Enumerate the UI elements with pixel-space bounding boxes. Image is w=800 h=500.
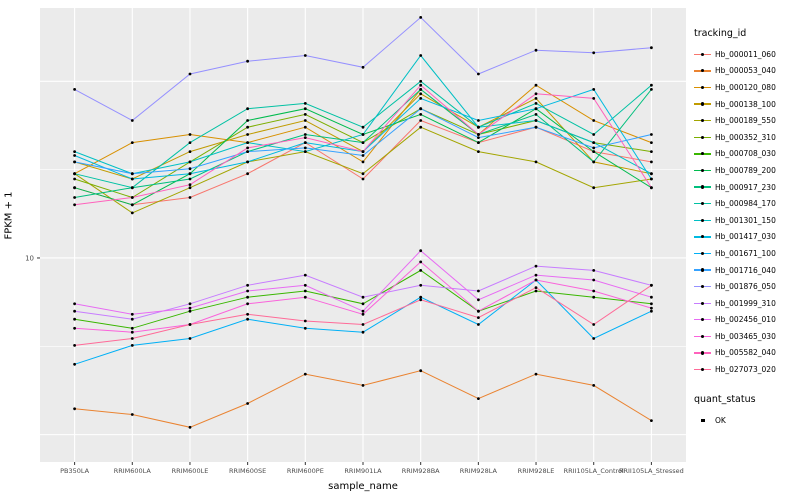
x-tick-label: RRIM600LE	[172, 467, 209, 475]
legend-color-swatch	[694, 131, 711, 143]
legend-color-swatch	[694, 148, 711, 160]
plot-panel: 10 PB350LA RRIM600LA RRIM600LE RRIM600SE RRIM…	[25, 8, 686, 475]
legend-color-swatch	[694, 48, 711, 60]
legend-items-quant-status: OK	[694, 412, 800, 429]
legend-item: Hb_027073_020	[694, 361, 800, 378]
legend-title-quant-status: quant_status	[694, 393, 756, 405]
legend-item: Hb_000708_030	[694, 146, 800, 163]
legend-item-label: Hb_005582_040	[715, 348, 776, 358]
legend-item: Hb_000352_310	[694, 129, 800, 146]
legend-color-swatch	[694, 264, 711, 276]
legend-item-label: Hb_000917_230	[715, 182, 776, 192]
legend-item-label: Hb_000789_200	[715, 165, 776, 175]
x-tick-label: RRIM928LA	[460, 467, 498, 475]
legend-item-label: Hb_000984_170	[715, 199, 776, 209]
series-points	[73, 83, 653, 207]
legend-item: Hb_000011_060	[694, 46, 800, 63]
series-points	[73, 249, 653, 316]
legend-color-swatch	[694, 314, 711, 326]
legend-item-label: Hb_000708_030	[715, 149, 776, 159]
x-tick-label: PB350LA	[60, 467, 90, 475]
series-points	[73, 16, 653, 122]
legend-item-label: Hb_027073_020	[715, 365, 776, 375]
legend-item: Hb_001716_040	[694, 262, 800, 279]
x-tick-label: RRIM600PE	[287, 467, 324, 475]
legend-color-swatch	[694, 297, 711, 309]
legend-color-swatch	[694, 81, 711, 93]
legend-item-label: Hb_002456_010	[715, 315, 776, 325]
legend-item: Hb_000053_040	[694, 63, 800, 80]
x-tick-label: RRII105LA_Control	[564, 467, 624, 475]
legend-title-tracking-id: tracking_id	[694, 28, 747, 39]
legend-item: Hb_002456_010	[694, 312, 800, 329]
legend-color-swatch	[694, 164, 711, 176]
legend-item-label: OK	[715, 415, 726, 425]
legend-color-swatch	[694, 98, 711, 110]
x-tick-label: RRIM600LA	[114, 467, 152, 475]
axis-ticks: 10 PB350LA RRIM600LA RRIM600LE RRIM600SE RRIM…	[25, 254, 684, 475]
legend-item-label: Hb_000053_040	[715, 66, 776, 76]
x-tick-label: RRIM600SE	[229, 467, 266, 475]
legend-item: Hb_005582_040	[694, 345, 800, 362]
legend-item: OK	[694, 412, 800, 429]
legend-item: Hb_001417_030	[694, 229, 800, 246]
legend-item-label: Hb_000011_060	[715, 49, 776, 59]
legend-item: Hb_000189_550	[694, 112, 800, 129]
legend-color-swatch	[694, 347, 711, 359]
legend-item-label: Hb_001671_100	[715, 248, 776, 258]
legend-shape-swatch	[694, 414, 711, 426]
x-tick-label: RRIM928BA	[402, 467, 440, 475]
legend-color-swatch	[694, 214, 711, 226]
legend-color-swatch	[694, 247, 711, 259]
legend-item-label: Hb_000189_550	[715, 116, 776, 126]
x-tick-label: RRII105LA_Stressed	[619, 467, 684, 475]
legend: tracking_id Hb_000011_060 Hb_000053_040 Hb…	[694, 28, 800, 428]
legend-item-label: Hb_000120_080	[715, 82, 776, 92]
series-points	[73, 369, 653, 429]
legend-color-swatch	[694, 65, 711, 77]
legend-item: Hb_003465_030	[694, 328, 800, 345]
legend-item: Hb_000917_230	[694, 179, 800, 196]
legend-item: Hb_001999_310	[694, 295, 800, 312]
legend-item: Hb_000120_080	[694, 79, 800, 96]
legend-item-label: Hb_001876_050	[715, 282, 776, 292]
legend-item: Hb_000138_100	[694, 96, 800, 113]
x-tick-label: RRIM901LA	[344, 467, 382, 475]
legend-item-label: Hb_000138_100	[715, 99, 776, 109]
legend-color-swatch	[694, 181, 711, 193]
series-points	[73, 107, 653, 176]
legend-item: Hb_000789_200	[694, 162, 800, 179]
x-axis-label: sample_name	[328, 481, 398, 492]
legend-item-label: Hb_001417_030	[715, 232, 776, 242]
series-points	[73, 283, 653, 347]
legend-items-tracking-id: Hb_000011_060 Hb_000053_040 Hb_000120_080 H…	[694, 46, 800, 378]
legend-color-swatch	[694, 330, 711, 342]
legend-color-swatch	[694, 231, 711, 243]
legend-color-swatch	[694, 281, 711, 293]
legend-item-label: Hb_003465_030	[715, 331, 776, 341]
legend-item-label: Hb_001999_310	[715, 298, 776, 308]
legend-item: Hb_001671_100	[694, 245, 800, 262]
legend-color-swatch	[694, 198, 711, 210]
legend-item: Hb_001876_050	[694, 278, 800, 295]
y-tick-label: 10	[25, 254, 34, 262]
legend-item-label: Hb_000352_310	[715, 132, 776, 142]
legend-item-label: Hb_001301_150	[715, 215, 776, 225]
legend-item: Hb_001301_150	[694, 212, 800, 229]
legend-color-swatch	[694, 115, 711, 127]
legend-color-swatch	[694, 364, 711, 376]
legend-item: Hb_000984_170	[694, 195, 800, 212]
legend-item-label: Hb_001716_040	[715, 265, 776, 275]
x-tick-label: RRIM928LE	[518, 467, 555, 475]
